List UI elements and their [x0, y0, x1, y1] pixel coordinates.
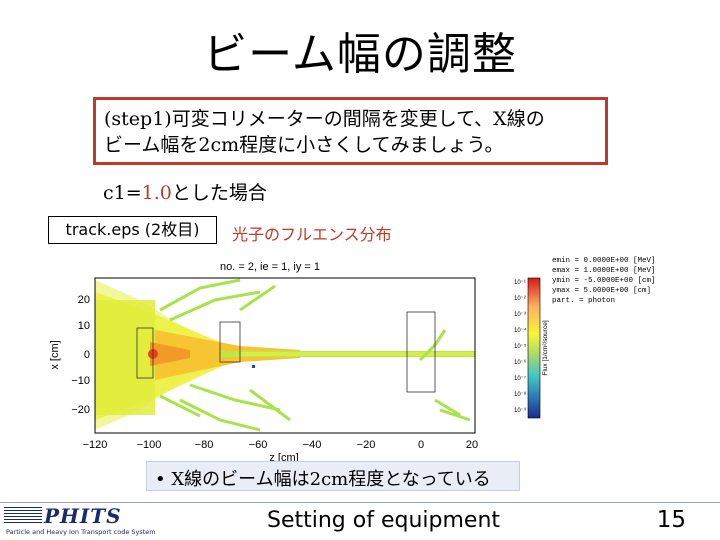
colorbar-tick: 10⁻³ — [514, 312, 526, 318]
xtick: −40 — [303, 439, 322, 451]
ytick: 10 — [78, 320, 90, 332]
fluence-plot: no. = 2, ie = 1, iy = 1 −120 −100 −80 −6… — [49, 257, 656, 464]
y-axis-label: x [cm] — [49, 340, 61, 369]
track-file-label: track.eps (2枚目) — [48, 216, 217, 244]
footer-divider — [0, 502, 720, 503]
xtick: 20 — [466, 439, 478, 451]
xtick: −20 — [357, 439, 376, 451]
colorbar-tick: 10⁻⁹ — [514, 407, 527, 414]
ytick: 0 — [84, 349, 90, 361]
ytick: −20 — [71, 404, 90, 416]
fluence-label: 光子のフルエンス分布 — [232, 225, 392, 244]
logo-subtitle: Particle and Heavy Ion Transport code Sy… — [6, 528, 156, 536]
page-number: 15 — [656, 507, 686, 533]
fluence-heatmap — [95, 278, 475, 432]
phits-logo: PHITS Particle and Heavy Ion Transport c… — [4, 503, 156, 540]
bullet-text: X線のビーム幅は2cm程度となっている — [171, 469, 491, 490]
colorbar-tick: 10⁻⁵ — [514, 343, 527, 350]
colorbar-tick: 10⁻² — [514, 296, 526, 302]
case-value: 1.0 — [141, 182, 172, 204]
plot-param: part. = photon — [552, 297, 615, 305]
plot-param: emax = 1.0000E+00 [MeV] — [552, 267, 656, 275]
plot-param: ymin = -5.0000E+00 [cm] — [552, 277, 656, 285]
footer-title: Setting of equipment — [267, 508, 501, 533]
plot-header: no. = 2, ie = 1, iy = 1 — [220, 261, 320, 273]
colorbar-tick: 10⁻¹ — [514, 280, 526, 286]
xtick: −120 — [83, 439, 108, 451]
ytick: −10 — [71, 375, 90, 387]
step-line-2: ビーム幅を2cm程度に小さくしてみましょう。 — [104, 134, 504, 156]
xtick: −80 — [195, 439, 214, 451]
ytick: 20 — [78, 294, 90, 306]
colorbar — [527, 277, 541, 419]
logo-stripe — [4, 507, 42, 523]
colorbar-tick: 10⁻⁸ — [514, 391, 527, 398]
case-condition: c1=1.0とした場合 — [103, 178, 267, 205]
result-note: • X線のビーム幅は2cm程度となっている — [146, 461, 520, 491]
colorbar-label: Flux [1/cm²/source] — [542, 320, 549, 375]
plot-frame — [94, 277, 476, 434]
slide-title: ビーム幅の調整 — [203, 29, 517, 80]
plot-param: emin = 0.0000E+00 [MeV] — [552, 257, 656, 265]
xtick: −100 — [137, 439, 162, 451]
colorbar-tick: 10⁻⁷ — [514, 375, 526, 382]
xtick: 0 — [418, 439, 424, 451]
colorbar-tick: 10⁻⁴ — [514, 327, 527, 334]
xtick: −60 — [249, 439, 268, 451]
bullet-marker: • — [155, 469, 166, 490]
logo-name: PHITS — [44, 504, 122, 528]
plot-param: ymax = 5.0000E+00 [cm] — [552, 287, 651, 295]
case-suffix: とした場合 — [171, 182, 267, 204]
colorbar-tick: 10⁻⁶ — [514, 359, 527, 366]
case-prefix: c1= — [103, 182, 142, 204]
step-instruction-box: (step1)可変コリメーターの間隔を変更して、X線の ビーム幅を2cm程度に小… — [93, 97, 608, 165]
step-line-1: (step1)可変コリメーターの間隔を変更して、X線の — [104, 108, 545, 130]
